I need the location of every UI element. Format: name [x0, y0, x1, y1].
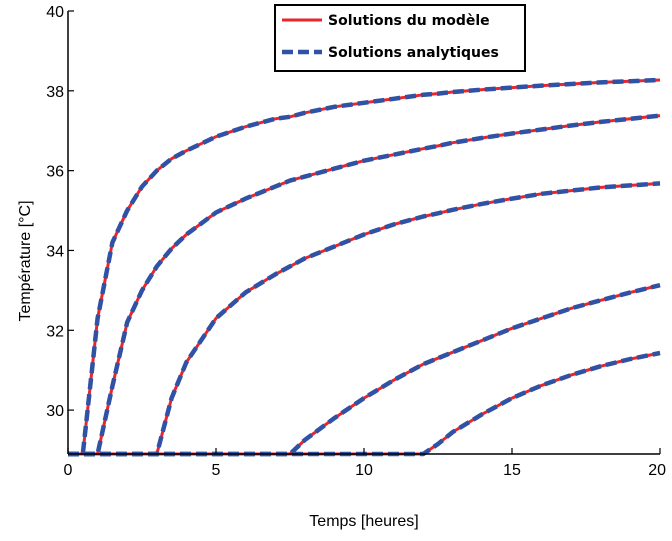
model-curve-2 [68, 114, 661, 456]
analytical-curve-3 [68, 181, 661, 457]
legend-label-model: Solutions du modèle [328, 13, 490, 29]
model-curve-5 [68, 351, 661, 456]
x-tick-label: 0 [64, 462, 73, 479]
analytical-curve-5 [68, 350, 661, 457]
x-tick-label: 15 [503, 462, 521, 479]
x-axis-title: Temps [heures] [309, 513, 418, 530]
x-tick-label: 10 [355, 462, 373, 479]
analytical-curve-4 [68, 283, 661, 457]
y-tick-label: 36 [46, 164, 64, 181]
y-tick-label: 32 [46, 323, 64, 340]
x-tick-label: 20 [648, 462, 666, 479]
y-tick-label: 40 [46, 4, 64, 21]
y-tick-label: 38 [46, 84, 64, 101]
ticks-layer: 0 5 10 15 20 30 32 34 36 38 40 [46, 4, 666, 479]
x-tick-label: 5 [212, 462, 221, 479]
y-axis-title: Température [°C] [17, 200, 34, 321]
analytical-curve-2 [68, 113, 661, 457]
legend: Solutions du modèle Solutions analytique… [274, 4, 526, 72]
curves-layer [68, 77, 661, 457]
legend-label-analytical: Solutions analytiques [328, 45, 499, 61]
y-tick-label: 30 [46, 403, 64, 420]
analytical-curve-1 [68, 77, 661, 457]
model-curve-3 [68, 181, 661, 456]
legend-box [274, 4, 526, 72]
model-curve-4 [68, 283, 661, 456]
y-tick-label: 34 [46, 243, 64, 260]
